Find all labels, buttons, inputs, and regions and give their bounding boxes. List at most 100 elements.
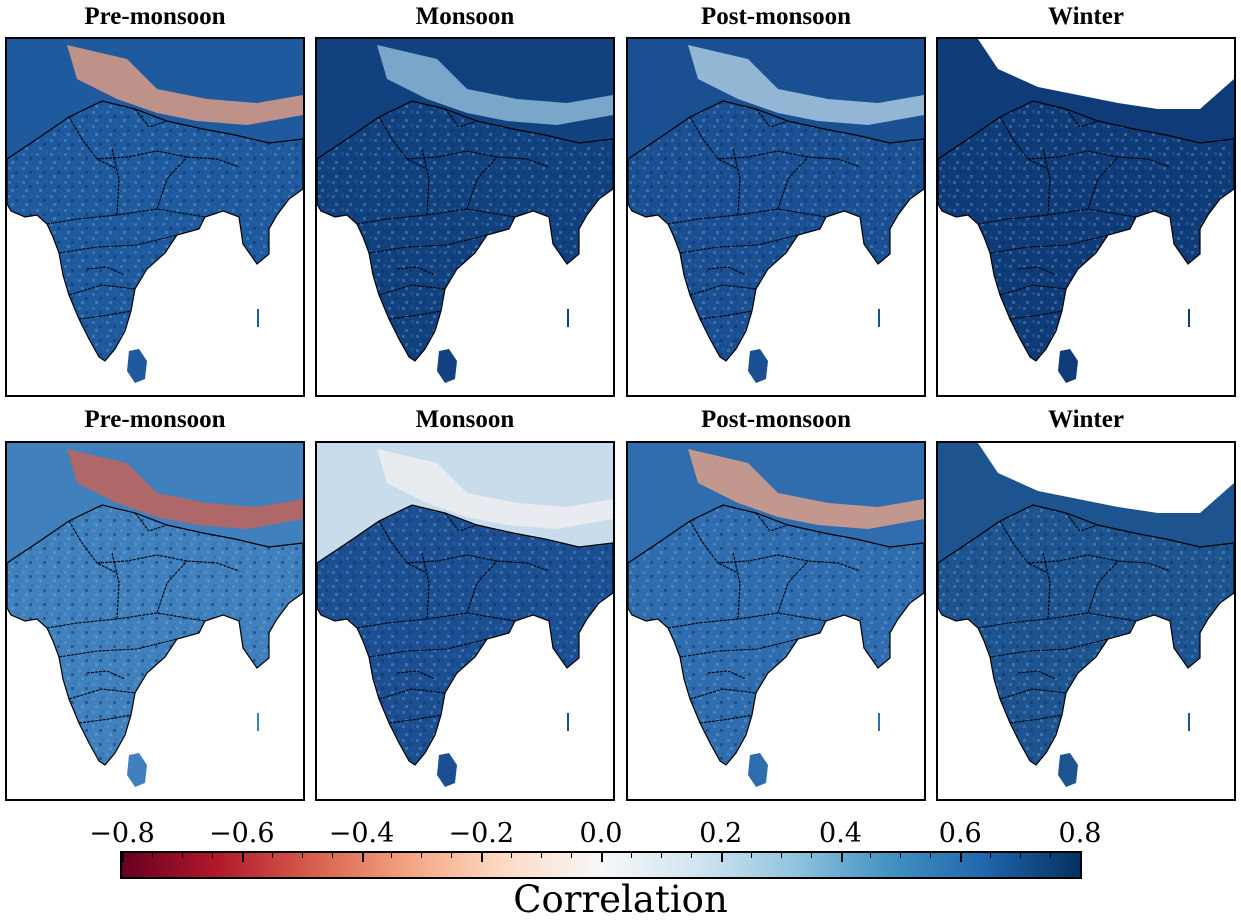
boundary-line [86, 266, 126, 276]
map-svg [7, 443, 303, 787]
colorbar-major-tick [601, 853, 603, 862]
boundary-line [999, 520, 1049, 574]
subcontinent-region [7, 100, 303, 362]
colorbar-minor-tick [780, 853, 782, 858]
colorbar-minor-tick [451, 853, 453, 858]
map-panel-r2c2 [315, 441, 615, 801]
boundary-line [444, 512, 478, 532]
boundary-line [68, 116, 118, 170]
boundary-line [1009, 310, 1063, 320]
boundary-line [78, 714, 132, 724]
himalaya-region [688, 449, 924, 529]
boundary-line [58, 234, 178, 254]
colorbar-tick-label: −0.6 [208, 818, 275, 849]
island-mark [878, 713, 880, 731]
sri-lanka [127, 753, 147, 787]
boundary-line [999, 688, 1067, 700]
boundary-line [1087, 560, 1119, 614]
map-panel-r1c3 [626, 37, 926, 397]
panel-title-r1c1: Pre-monsoon [84, 3, 226, 30]
panel-title-r2c4: Winter [1048, 406, 1124, 433]
boundary-line [777, 156, 809, 210]
subcontinent-region [938, 504, 1234, 766]
boundary-line [699, 714, 753, 724]
boundary-line [989, 638, 1109, 658]
colorbar-tick-label: 0.6 [938, 818, 982, 849]
colorbar-minor-tick [421, 853, 423, 858]
map-svg [317, 443, 613, 787]
sri-lanka [127, 349, 147, 383]
map-svg [628, 39, 924, 383]
island-mark [567, 309, 569, 327]
himalaya-region [377, 449, 613, 529]
subcontinent-region [938, 100, 1234, 362]
island-mark [878, 309, 880, 327]
map-panel-r2c3 [626, 441, 926, 801]
boundary-line [68, 688, 136, 700]
himalaya-region [67, 45, 303, 125]
colorbar-minor-tick [870, 853, 872, 858]
boundary-line [444, 108, 478, 128]
boundary-line [1017, 266, 1057, 276]
map-panel-r1c1 [5, 37, 305, 397]
himalaya-region [377, 45, 613, 125]
colorbar-label: Correlation [513, 878, 728, 921]
himalaya-region [978, 443, 1234, 513]
colorbar-major-tick [361, 853, 364, 862]
boundary-line [111, 148, 120, 216]
boundary-line [707, 266, 747, 276]
colorbar-major-tick [1080, 853, 1082, 862]
colorbar-tick-label: −0.2 [448, 818, 515, 849]
boundary-line [378, 520, 428, 574]
boundary-line [679, 638, 799, 658]
island-mark [1188, 713, 1190, 731]
colorbar-minor-tick [331, 853, 333, 858]
colorbar-major-tick [122, 853, 124, 862]
boundary-line [732, 148, 741, 216]
boundary-line [396, 266, 436, 276]
panel-title-r1c2: Monsoon [415, 3, 515, 30]
boundary-line [378, 284, 446, 296]
colorbar-minor-tick [900, 853, 902, 858]
sri-lanka [437, 349, 457, 383]
colorbar-major-tick [720, 853, 723, 862]
boundary-line [999, 116, 1049, 170]
boundary-line [1065, 108, 1099, 128]
subcontinent-region [317, 504, 613, 766]
boundary-line [699, 310, 753, 320]
boundary-line [58, 638, 178, 658]
boundary-line [378, 688, 446, 700]
boundary-line [388, 714, 442, 724]
boundary-line [1027, 150, 1171, 168]
colorbar-minor-tick [391, 853, 393, 858]
boundary-line [679, 234, 799, 254]
sri-lanka [748, 753, 768, 787]
colorbar-minor-tick [1020, 853, 1022, 858]
boundary-line [999, 284, 1067, 296]
colorbar-minor-tick [1050, 853, 1052, 858]
himalaya-region [688, 45, 924, 125]
map-panel-r1c2 [315, 37, 615, 397]
colorbar-minor-tick [211, 853, 213, 858]
boundary-line [111, 552, 120, 620]
colorbar-major-tick [840, 853, 843, 862]
boundary-line [707, 670, 747, 680]
sri-lanka [748, 349, 768, 383]
map-panel-r2c1 [5, 441, 305, 801]
boundary-line [421, 148, 430, 216]
colorbar-minor-tick [571, 853, 573, 858]
boundary-line [68, 284, 136, 296]
island-mark [257, 309, 259, 327]
map-panel-r1c4 [936, 37, 1236, 397]
panel-title-r1c3: Post-monsoon [700, 3, 851, 30]
boundary-line [1027, 554, 1171, 572]
colorbar-major-tick [481, 853, 484, 862]
panel-title-r2c1: Pre-monsoon [84, 406, 226, 433]
colorbar-major-tick [241, 853, 244, 862]
colorbar-minor-tick [541, 853, 543, 858]
map-svg [7, 39, 303, 383]
colorbar-minor-tick [511, 853, 513, 858]
himalaya-region [67, 449, 303, 529]
colorbar-tick-label: 0.8 [1058, 818, 1102, 849]
colorbar-minor-tick [810, 853, 812, 858]
